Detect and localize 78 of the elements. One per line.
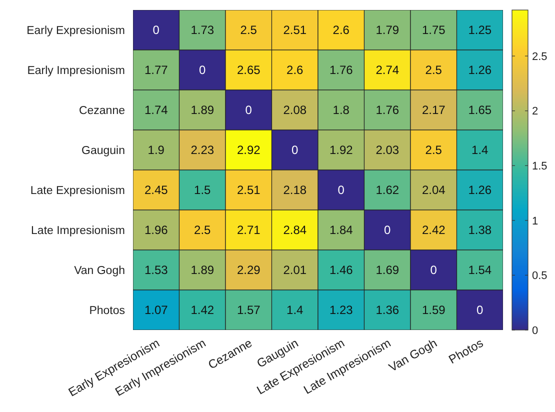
y-tick-label: Gauguin	[82, 145, 125, 158]
data-label: 2.18	[283, 183, 307, 198]
data-label: 1.26	[468, 63, 492, 78]
data-label: 0	[245, 103, 252, 118]
y-tick-label: Cezanne	[78, 105, 125, 118]
data-label: 1.9	[148, 143, 165, 158]
data-label: 1.36	[376, 303, 400, 318]
data-label: 0	[152, 23, 160, 38]
data-label: 1.89	[190, 263, 214, 278]
y-tick-label: Van Gogh	[74, 265, 125, 278]
data-label: 1.07	[144, 303, 168, 318]
data-label: 1.8	[332, 103, 350, 118]
data-label: 2.08	[283, 103, 307, 118]
data-label: 1.23	[329, 303, 354, 318]
data-label: 2.5	[425, 63, 442, 78]
data-label: 1.84	[329, 223, 354, 238]
data-label: 1.38	[468, 223, 492, 238]
data-label: 0	[430, 263, 438, 278]
data-label: 2.74	[376, 63, 400, 78]
data-label: 2.51	[236, 183, 261, 198]
data-label: 1.5	[194, 183, 212, 198]
data-label: 1.75	[422, 23, 446, 38]
data-label: 1.79	[376, 23, 400, 38]
data-label: 0	[199, 63, 206, 78]
data-label: 2.51	[283, 23, 307, 38]
data-label: 1.59	[422, 303, 446, 318]
y-tick-label: Early Impresionism	[27, 65, 125, 78]
data-label: 1.57	[236, 303, 261, 318]
color-bar-label: 0.5	[532, 270, 548, 282]
color-bar-label: 2	[532, 106, 538, 118]
data-label: 0	[476, 303, 484, 318]
y-tick-label: Late Impresionism	[31, 225, 125, 238]
data-label: 2.71	[236, 223, 261, 238]
color-bar-label: 1	[532, 215, 538, 228]
data-label: 1.92	[329, 143, 354, 158]
y-tick-label: Photos	[89, 305, 126, 318]
data-label: 2.6	[332, 23, 350, 38]
data-label: 2.42	[422, 223, 446, 238]
data-label: 2.17	[422, 103, 446, 118]
data-label: 2.23	[190, 143, 214, 158]
data-label: 1.53	[144, 263, 168, 278]
data-label: 1.69	[376, 263, 400, 278]
data-label: 0	[384, 223, 392, 238]
data-label: 1.4	[472, 143, 489, 158]
data-label: 1.76	[376, 103, 400, 118]
data-label: 0	[338, 183, 345, 198]
data-label: 1.96	[144, 223, 168, 238]
data-label: 1.26	[468, 183, 492, 198]
y-tick-label: Early Expresionism	[26, 25, 125, 38]
data-label: 1.42	[190, 303, 214, 318]
data-label: 2.6	[286, 63, 304, 78]
data-label: 2.01	[283, 263, 307, 278]
data-label: 2.04	[422, 183, 446, 198]
data-label: 1.54	[468, 263, 492, 278]
data-label: 2.5	[240, 23, 258, 38]
data-label: 2.45	[144, 183, 168, 198]
y-tick-label: Late Expresionism	[30, 185, 125, 198]
data-label: 2.5	[425, 143, 442, 158]
data-label: 1.62	[376, 183, 400, 198]
color-bar-label: 1.5	[532, 160, 548, 172]
data-label: 1.46	[329, 263, 354, 278]
data-label: 2.5	[194, 223, 212, 238]
data-label: 1.74	[144, 103, 168, 118]
data-label: 1.73	[190, 23, 214, 38]
data-label: 1.65	[468, 103, 492, 118]
data-label: 2.03	[376, 143, 400, 158]
data-label: 2.65	[236, 63, 261, 78]
data-label: 2.29	[236, 263, 261, 278]
data-label: 0	[292, 143, 299, 158]
color-bar-label: 2.5	[532, 50, 548, 63]
data-label: 1.77	[144, 63, 168, 78]
data-label: 1.25	[468, 23, 492, 38]
data-label: 1.89	[190, 103, 214, 118]
color-bar-label: 0	[532, 324, 538, 337]
data-label: 2.84	[283, 223, 307, 238]
data-label: 2.92	[236, 143, 261, 158]
data-label: 1.76	[329, 63, 354, 78]
data-label: 1.4	[286, 303, 304, 318]
